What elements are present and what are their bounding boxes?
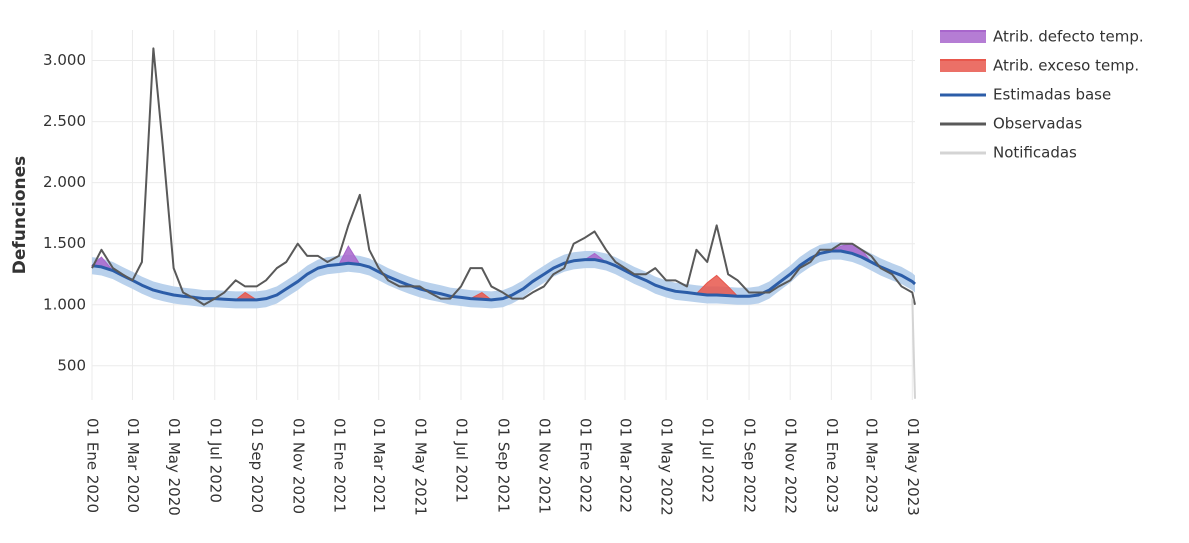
x-tick-label: 01 May 2022 [658,418,676,516]
line [91,249,917,302]
x-tick-label: 01 Jul 2021 [453,418,471,503]
y-tick-label: 1.000 [43,295,86,313]
x-tick-label: 01 Sep 2021 [494,418,512,513]
y-tick-label: 2.000 [43,173,86,191]
x-tick-label: 01 Mar 2023 [863,418,881,513]
x-tick-label: 01 Nov 2020 [289,418,307,514]
y-tick-label: 500 [57,356,86,374]
x-tick-label: 01 Nov 2022 [782,418,800,514]
legend-label: Observadas [993,115,1082,133]
y-axis-label: Defunciones [10,156,30,275]
x-tick-label: 01 Ene 2023 [823,418,841,513]
x-tick-label: 01 May 2023 [904,418,922,516]
legend-swatch [940,60,986,72]
line [91,47,916,306]
y-tick-label: 2.500 [43,112,86,130]
x-tick-label: 01 Ene 2021 [330,418,348,513]
y-tick-label: 3.000 [43,51,86,69]
x-tick-label: 01 Ene 2022 [577,418,595,513]
legend-swatch [940,31,986,43]
x-tick-label: 01 Ene 2020 [84,418,102,513]
legend-label: Notificadas [993,144,1077,162]
x-tick-label: 01 Sep 2020 [248,418,266,513]
x-tick-label: 01 May 2020 [165,418,183,516]
x-tick-label: 01 Jul 2020 [206,418,224,503]
x-tick-label: 01 Jul 2022 [699,418,717,503]
x-tick-label: 01 Sep 2022 [741,418,759,513]
legend-label: Atrib. exceso temp. [993,57,1139,75]
y-tick-label: 1.500 [43,234,86,252]
x-tick-label: 01 Mar 2022 [616,418,634,513]
x-tick-label: 01 Mar 2020 [124,418,142,513]
legend-label: Atrib. defecto temp. [993,28,1144,46]
x-tick-label: 01 May 2021 [411,418,429,516]
x-tick-label: 01 Mar 2021 [370,418,388,513]
legend-label: Estimadas base [993,86,1111,104]
line [911,298,916,399]
x-tick-label: 01 Nov 2021 [535,418,553,514]
